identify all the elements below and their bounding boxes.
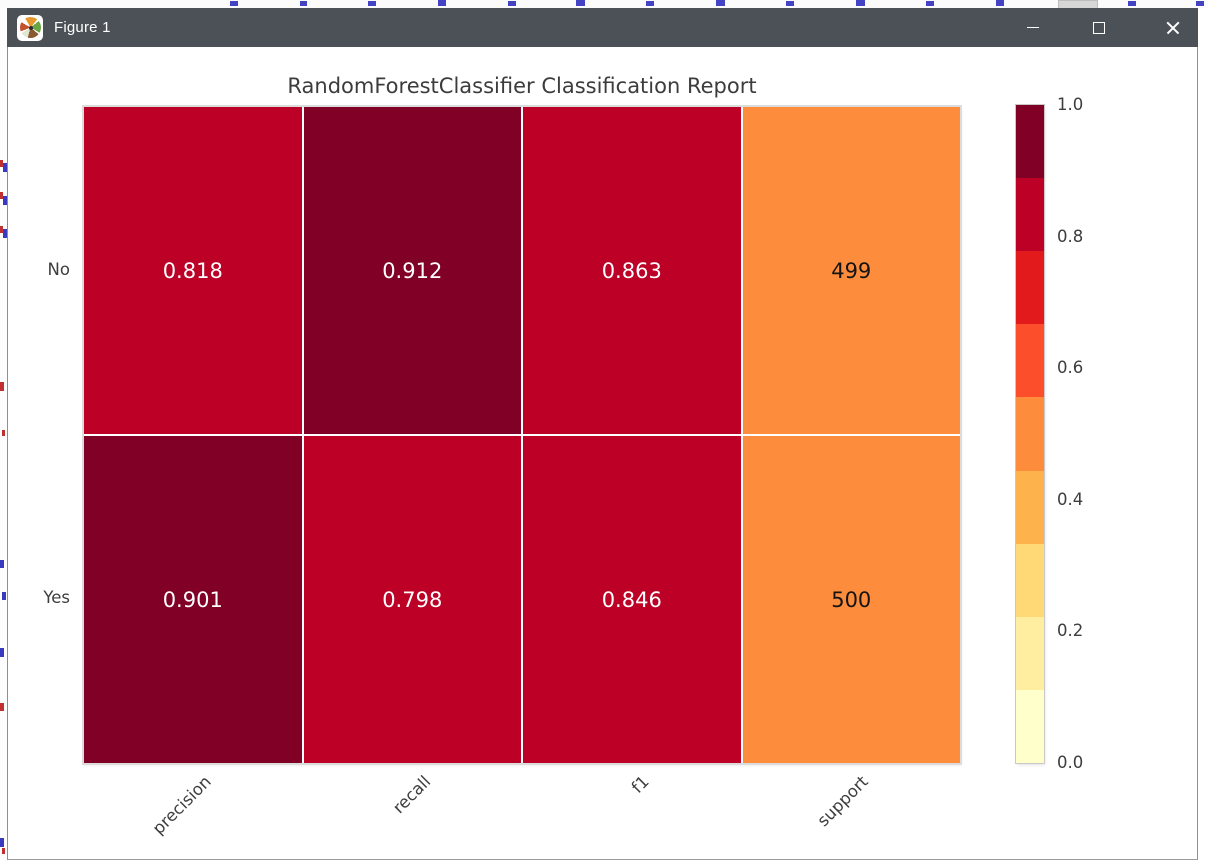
heatmap: 0.818 0.912 0.863 499 0.901 0.798 0.846 500 [84,107,960,763]
background-artifact-mark [0,560,4,568]
background-window-fragment [1058,0,1098,8]
titlebar[interactable]: Figure 1 [7,8,1198,47]
window-title: Figure 1 [54,19,111,36]
colorbar-band-4 [1016,397,1044,471]
colorbar-tick-0.2: 0.2 [1057,621,1084,641]
background-artifact-mark [2,848,5,854]
colorbar-band-2 [1016,251,1044,325]
background-window-strip-top [0,0,1208,8]
heatmap-cell-no-support: 499 [742,107,960,434]
background-artifact-mark [3,163,7,172]
heatmap-cell-no-recall: 0.912 [303,107,521,434]
colorbar-tick-1.0: 1.0 [1057,95,1084,114]
maximize-button[interactable] [1076,8,1122,47]
chart-title: RandomForestClassifier Classification Re… [287,74,757,98]
background-artifact-mark [2,592,6,600]
background-artifact-mark [0,192,3,199]
heatmap-cell-yes-recall: 0.798 [303,436,521,763]
background-artifact-mark [0,226,3,233]
colorbar-tick-0.8: 0.8 [1057,226,1084,246]
background-artifact-mark [438,0,446,6]
background-artifact-mark [3,229,7,238]
background-artifact-mark [576,0,585,6]
colorbar-tick-0.0: 0.0 [1057,753,1084,772]
background-artifact-mark [0,382,4,391]
background-artifact-mark [0,838,4,847]
heatmap-cell-yes-support: 500 [742,436,960,763]
y-tick-no: No [47,260,70,279]
colorbar [1016,105,1044,763]
colorbar-band-7 [1016,616,1044,690]
background-artifact-mark [0,703,4,711]
close-icon [1166,21,1180,35]
background-artifact-mark [3,196,7,205]
background-artifact-mark [646,1,654,6]
background-artifact-mark [1128,1,1136,6]
colorbar-tick-0.4: 0.4 [1057,489,1084,509]
background-artifact-mark [1196,1,1204,6]
colorbar-band-6 [1016,543,1044,617]
heatmap-cell-yes-f1: 0.846 [523,436,741,763]
colorbar-band-5 [1016,470,1044,544]
maximize-icon [1093,21,1105,34]
minimize-button[interactable] [1010,8,1056,47]
y-tick-yes: Yes [43,588,70,607]
background-artifact-mark [786,1,794,6]
colorbar-band-0 [1016,105,1044,179]
heatmap-cell-yes-precision: 0.901 [84,436,302,763]
background-artifact-mark [300,1,307,6]
matplotlib-logo-icon [17,14,43,41]
close-button[interactable] [1150,8,1196,47]
colorbar-band-8 [1016,689,1044,763]
heatmap-cell-no-f1: 0.863 [523,107,741,434]
background-artifact-mark [368,1,376,6]
background-artifact-mark [856,0,865,6]
background-artifact-mark [926,1,934,6]
background-artifact-mark [2,430,5,436]
background-artifact-mark [230,1,238,6]
background-artifact-mark [996,0,1004,6]
colorbar-tick-0.6: 0.6 [1057,358,1084,378]
background-artifact-mark [0,648,4,657]
minimize-icon [1027,27,1039,28]
colorbar-band-3 [1016,324,1044,398]
background-artifact-mark [0,160,3,167]
background-artifact-mark [508,1,516,6]
heatmap-cell-no-precision: 0.818 [84,107,302,434]
colorbar-band-1 [1016,178,1044,252]
background-artifact-mark [716,0,725,6]
